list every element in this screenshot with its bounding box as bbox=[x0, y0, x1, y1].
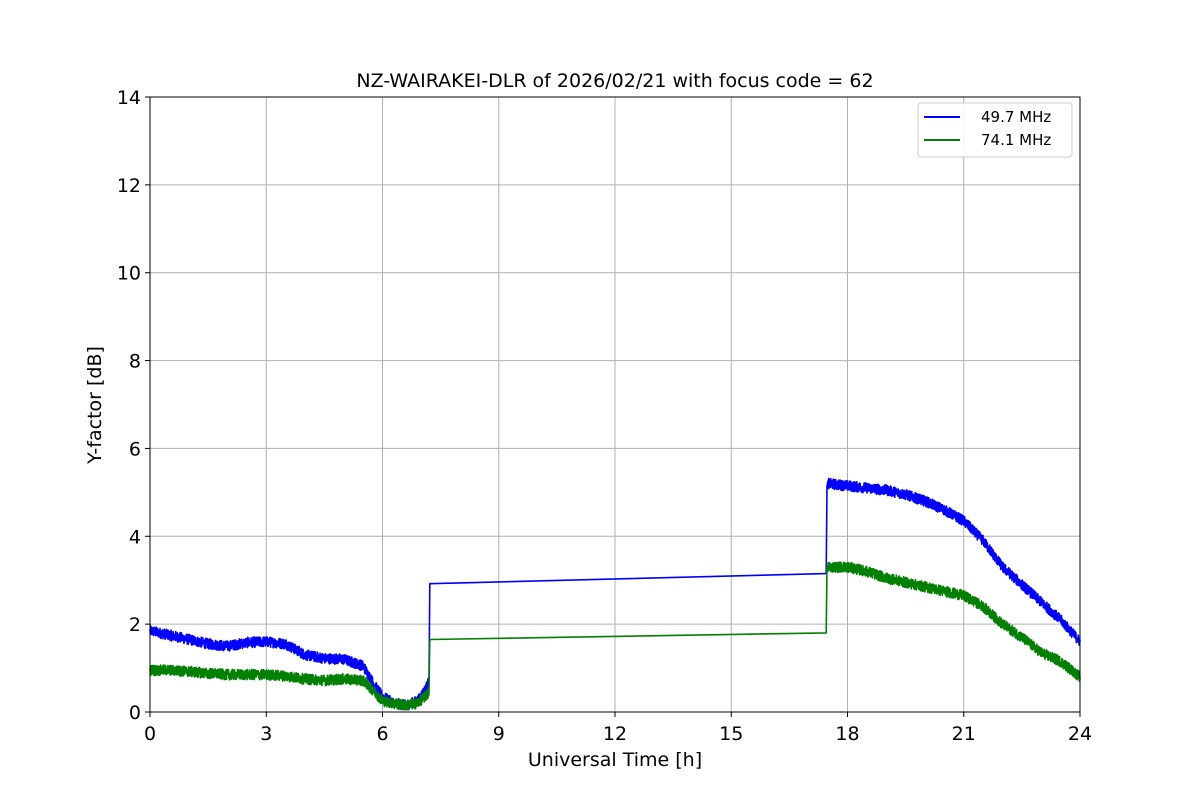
x-tick-label: 6 bbox=[376, 723, 388, 745]
y-tick-label: 2 bbox=[129, 614, 141, 636]
x-tick-label: 0 bbox=[144, 723, 156, 745]
x-tick-label: 24 bbox=[1068, 723, 1092, 745]
x-tick-label: 12 bbox=[603, 723, 627, 745]
legend-label: 74.1 MHz bbox=[981, 131, 1051, 149]
series-line-2 bbox=[149, 561, 1081, 711]
x-tick-label: 18 bbox=[835, 723, 859, 745]
x-tick-label: 9 bbox=[493, 723, 505, 745]
legend-label: 49.7 MHz bbox=[981, 108, 1051, 126]
x-tick-label: 3 bbox=[260, 723, 272, 745]
y-tick-label: 6 bbox=[129, 438, 141, 460]
y-tick-label: 12 bbox=[117, 175, 141, 197]
x-axis-title: Universal Time [h] bbox=[528, 749, 702, 771]
series-lines bbox=[149, 477, 1081, 711]
y-tick-label: 10 bbox=[117, 263, 141, 285]
y-tick-label: 0 bbox=[129, 702, 141, 724]
y-tick-label: 4 bbox=[129, 526, 141, 548]
legend: 49.7 MHz 74.1 MHz bbox=[917, 102, 1073, 158]
x-tick-label: 15 bbox=[719, 723, 743, 745]
x-tick-label: 21 bbox=[952, 723, 976, 745]
y-axis-title: Y-factor [dB] bbox=[84, 346, 106, 465]
y-tick-label: 14 bbox=[117, 87, 141, 109]
chart-title: NZ-WAIRAKEI-DLR of 2026/02/21 with focus… bbox=[356, 70, 873, 92]
y-tick-label: 8 bbox=[129, 351, 141, 373]
